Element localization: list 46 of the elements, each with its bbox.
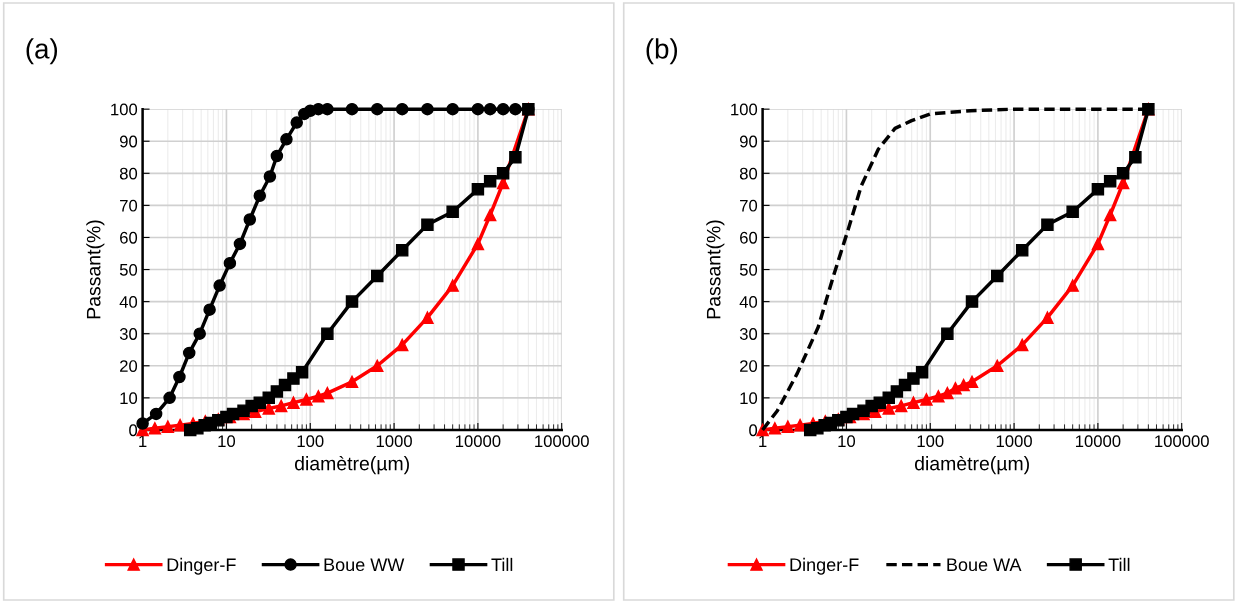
- y-tick-label: 40: [119, 296, 138, 308]
- x-tick-label: 10000: [1076, 435, 1121, 448]
- y-tick-label: 70: [120, 199, 138, 212]
- x-tick-label: 1000: [996, 435, 1032, 448]
- x-tick-label: 100000: [535, 435, 589, 448]
- y-tick-label: 80: [739, 167, 758, 180]
- y-tick-label: 60: [120, 231, 138, 244]
- x-tick-label: 10: [218, 435, 236, 448]
- y-tick-label: 90: [119, 135, 138, 148]
- x-tick-label: 1000: [376, 435, 412, 448]
- legend-label: Dinger-F: [790, 557, 859, 575]
- y-tick-label: 20: [120, 360, 138, 372]
- x-tick-label: 10000: [456, 435, 501, 448]
- y-tick-label: 20: [740, 360, 758, 372]
- y-tick-label: 70: [740, 199, 758, 212]
- y-tick-label: 30: [119, 328, 138, 340]
- y-tick-label: 30: [739, 328, 758, 340]
- y-tick-label: 50: [739, 263, 758, 276]
- y-tick-label: 10: [740, 392, 758, 405]
- legend-label: Boue WW: [324, 558, 405, 572]
- y-axis-title: Passant(%): [706, 220, 725, 319]
- x-tick-label: 1: [139, 435, 147, 447]
- chart-title: (a): [26, 38, 58, 65]
- y-tick-label: 0: [749, 424, 758, 437]
- chart-title: (b): [646, 38, 678, 65]
- x-tick-label: 10: [838, 435, 856, 448]
- legend-label: Dinger-F: [167, 557, 236, 575]
- y-axis-title: Passant(%): [86, 220, 105, 319]
- legend-label: Boue WA: [947, 558, 1022, 572]
- y-tick-label: 90: [739, 135, 758, 148]
- x-axis-title: diamètre(µm): [914, 455, 1029, 475]
- x-tick-label: 1: [759, 435, 767, 447]
- y-tick-label: 80: [119, 167, 138, 180]
- legend-label: Till: [491, 557, 513, 571]
- y-tick-label: 100: [111, 103, 138, 116]
- y-tick-label: 100: [731, 103, 758, 116]
- y-tick-label: 50: [119, 263, 138, 276]
- x-tick-label: 100000: [1155, 435, 1209, 448]
- x-tick-label: 100: [917, 435, 944, 448]
- y-tick-label: 60: [740, 231, 758, 244]
- legend-label: Till: [1108, 557, 1130, 571]
- y-tick-label: 0: [129, 424, 138, 437]
- y-tick-label: 40: [739, 296, 758, 308]
- y-tick-label: 10: [120, 392, 138, 405]
- x-axis-title: diamètre(µm): [294, 455, 409, 475]
- x-tick-label: 100: [297, 435, 324, 448]
